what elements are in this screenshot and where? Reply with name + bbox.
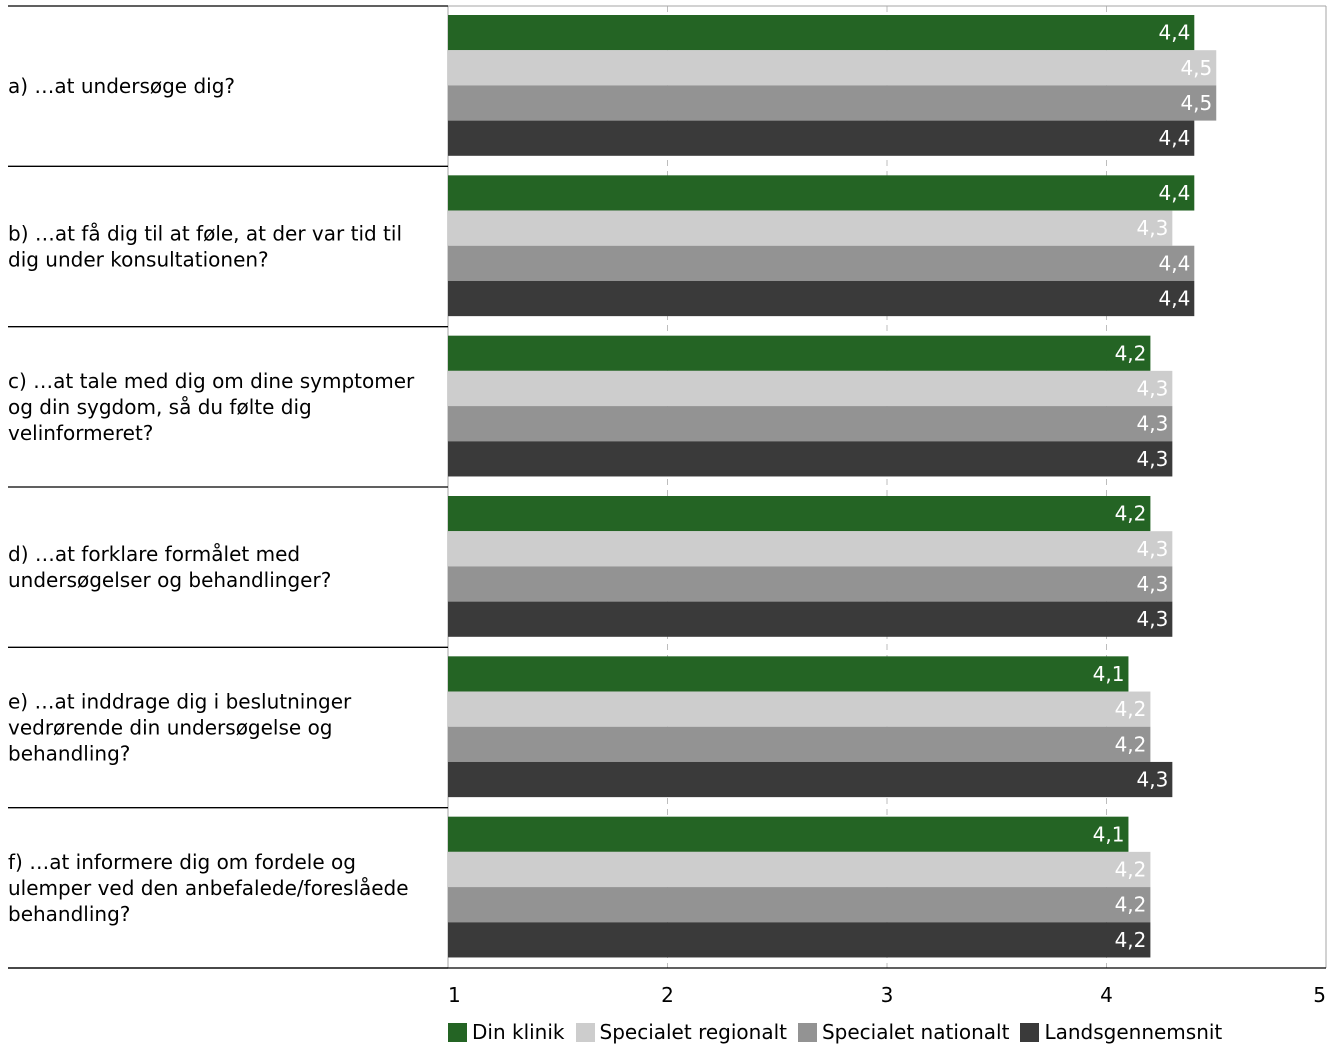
category-label-line: d) …at forklare formålet med [8,542,300,566]
data-label: 4,1 [1093,662,1125,686]
legend-label: Din klinik [472,1020,565,1044]
data-label: 4,3 [1137,572,1169,596]
data-label: 4,3 [1137,768,1169,792]
data-label: 4,3 [1137,376,1169,400]
category-label-line: undersøgelser og behandlinger? [8,568,331,592]
data-label: 4,4 [1158,287,1190,311]
legend-swatch [575,1022,595,1042]
legend-label: Specialet regionalt [599,1020,787,1044]
data-label: 4,5 [1180,56,1212,80]
legend-label: Specialet nationalt [821,1020,1010,1044]
bar [448,656,1129,692]
bar [448,210,1173,246]
legend-item-specialet-regionalt: Specialet regionalt [575,1020,787,1044]
bar [448,566,1173,602]
category-label-line: c) …at tale med dig om dine symptomer [8,369,415,393]
data-label: 4,4 [1158,251,1190,275]
bar [448,531,1173,567]
category-label: a) …at undersøge dig? [8,74,235,98]
data-label: 4,2 [1115,928,1147,952]
data-label: 4,2 [1115,857,1147,881]
x-tick-label: 4 [1100,983,1113,1007]
bar [448,851,1151,888]
category-label-line: dig under konsultationen? [8,248,269,272]
category-label: c) …at tale med dig om dine symptomer og … [8,369,415,445]
data-label: 4,2 [1115,697,1147,721]
data-label: 4,5 [1180,91,1212,115]
x-tick-label: 5 [1313,983,1326,1007]
bar [448,887,1151,923]
bar [448,761,1173,798]
bar [448,441,1173,477]
bar [448,175,1195,211]
legend-item-din-klinik: Din klinik [448,1020,565,1044]
bar [448,335,1151,371]
data-label: 4,4 [1158,21,1190,45]
data-label: 4,1 [1093,822,1125,846]
category-label-line: e) …at inddrage dig i beslutninger [8,690,352,714]
category-label-line: a) …at undersøge dig? [8,74,235,98]
bar [448,15,1195,51]
category-label-line: vedrørende din undersøgelse og [8,716,333,740]
bar [448,370,1173,407]
legend-swatch [1020,1022,1040,1042]
bar [448,691,1151,727]
bar [448,601,1173,637]
data-label: 4,3 [1137,537,1169,561]
bar [448,120,1195,156]
category-label: d) …at forklare formålet med undersøgelse… [8,542,331,592]
x-tick-label: 1 [448,983,461,1007]
data-label: 4,4 [1158,126,1190,150]
bar [448,280,1195,317]
data-label: 4,3 [1137,607,1169,631]
data-label: 4,2 [1115,341,1147,365]
category-label-line: b) …at få dig til at føle, at der var ti… [8,222,402,246]
data-label: 4,2 [1115,732,1147,756]
bar [448,50,1217,86]
data-label: 4,3 [1137,447,1169,471]
bar [448,922,1151,958]
category-label-line: ulemper ved den anbefalede/foreslåede [8,876,409,900]
x-tick-label: 3 [881,983,894,1007]
category-label-line: velinformeret? [8,421,153,445]
bar [448,726,1151,762]
data-label: 4,2 [1115,893,1147,917]
legend-swatch [448,1022,467,1042]
data-label: 4,3 [1137,216,1169,240]
bar [448,406,1173,442]
data-label: 4,4 [1158,181,1190,205]
data-label: 4,2 [1115,502,1147,526]
bar [448,245,1195,281]
legend-item-specialet-nationalt: Specialet nationalt [797,1020,1010,1044]
category-label: b) …at få dig til at føle, at der var ti… [8,222,402,272]
category-label: e) …at inddrage dig i beslutninger vedrør… [8,690,352,766]
bar-chart: a) …at undersøge dig? b) …at få dig til a… [8,5,1327,1007]
x-tick-label: 2 [661,983,674,1007]
legend-item-landsgennemsnit: Landsgennemsnit [1020,1020,1222,1044]
data-label: 4,3 [1137,412,1169,436]
category-label-line: behandling? [8,902,130,926]
category-label-line: behandling? [8,742,130,766]
category-label-line: f) …at informere dig om fordele og [8,850,356,874]
legend-label: Landsgennemsnit [1044,1020,1223,1044]
category-label: f) …at informere dig om fordele og ulempe… [8,850,409,926]
bar [448,816,1129,852]
bar [448,496,1151,532]
legend: Din klinik Specialet regionalt Specialet… [448,1018,1233,1046]
bar [448,85,1217,121]
legend-swatch [797,1022,817,1042]
category-label-line: og din sygdom, så du følte dig [8,395,312,419]
